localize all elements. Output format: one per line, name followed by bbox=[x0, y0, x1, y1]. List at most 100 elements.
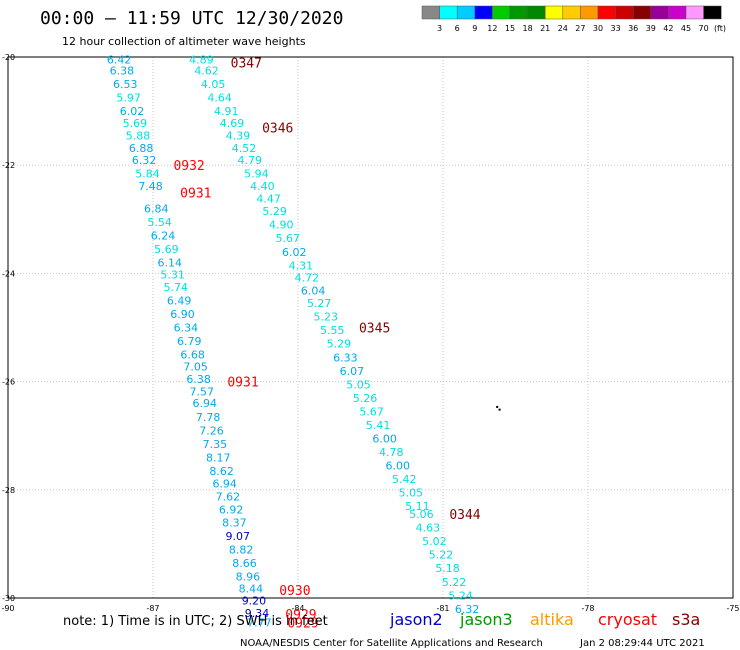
colorbar-swatch bbox=[509, 5, 528, 20]
wave-height-label: 6.07 bbox=[340, 365, 365, 378]
wave-height-label: 4.40 bbox=[250, 180, 275, 193]
wave-height-label: 6.24 bbox=[151, 230, 176, 243]
wave-height-label: 5.26 bbox=[353, 392, 378, 405]
wave-height-label: 6.04 bbox=[301, 285, 326, 298]
wave-height-label: 6.34 bbox=[174, 322, 199, 335]
colorbar-swatch bbox=[474, 5, 493, 20]
wave-height-label: 8.82 bbox=[229, 543, 254, 556]
x-tick-label: -90 bbox=[1, 604, 14, 613]
wave-height-label: 5.18 bbox=[435, 562, 460, 575]
wave-height-label: 6.68 bbox=[180, 349, 205, 362]
wave-height-label: 6.14 bbox=[157, 257, 182, 270]
wave-height-label: 5.22 bbox=[429, 549, 454, 562]
wave-height-label: 5.05 bbox=[346, 378, 371, 391]
pass-time-label: 0345 bbox=[359, 322, 390, 337]
wave-height-label: 5.41 bbox=[366, 419, 391, 432]
footer-timestamp: Jan 2 08:29:44 UTC 2021 bbox=[579, 638, 705, 649]
satellite-legend-item: altika bbox=[530, 610, 574, 629]
wave-height-label: 5.84 bbox=[135, 167, 160, 180]
wave-height-label: 6.33 bbox=[333, 351, 358, 364]
wave-height-label: 6.92 bbox=[219, 503, 244, 516]
wave-height-label: 4.31 bbox=[289, 259, 314, 272]
wave-height-label: 5.69 bbox=[154, 243, 179, 256]
pass-time-label: 0346 bbox=[262, 121, 293, 136]
wave-height-label: 7.26 bbox=[199, 424, 224, 437]
wave-height-label: 6.38 bbox=[186, 373, 211, 386]
colorbar-label: 27 bbox=[575, 24, 585, 33]
colorbar-label: 33 bbox=[611, 24, 621, 33]
wave-height-label: 5.05 bbox=[399, 487, 424, 500]
wave-height-label: 5.54 bbox=[147, 216, 172, 229]
colorbar-label: 39 bbox=[646, 24, 656, 33]
wave-height-label: 4.52 bbox=[232, 142, 257, 155]
wave-height-label: 8.96 bbox=[236, 570, 261, 583]
colorbar-swatch bbox=[668, 5, 687, 20]
pass-time-label: 0931 bbox=[227, 376, 258, 391]
colorbar-label: 24 bbox=[558, 24, 568, 33]
y-tick-label: -22 bbox=[2, 161, 15, 170]
wave-height-label: 7.77 bbox=[247, 616, 272, 629]
wave-height-label: 5.69 bbox=[123, 117, 148, 130]
wave-height-label: 4.64 bbox=[207, 92, 232, 105]
wave-height-label: 4.69 bbox=[220, 117, 245, 130]
wave-height-label: 6.94 bbox=[192, 397, 217, 410]
wave-height-label: 4.72 bbox=[295, 272, 320, 285]
wave-height-label: 6.94 bbox=[212, 477, 237, 490]
satellite-legend-item: s3a bbox=[672, 610, 700, 629]
wave-height-label: 5.94 bbox=[244, 167, 269, 180]
colorbar-label: 42 bbox=[663, 24, 673, 33]
wave-height-label: 4.39 bbox=[226, 129, 251, 142]
wave-height-label: 8.66 bbox=[232, 557, 257, 570]
wave-height-label: 4.90 bbox=[269, 219, 294, 232]
y-tick-label: -28 bbox=[2, 486, 15, 495]
satellite-legend-item: jason3 bbox=[459, 610, 513, 629]
pass-time-label: 0930 bbox=[279, 584, 310, 599]
wave-height-label: 6.79 bbox=[177, 335, 202, 348]
pass-time-label: 0932 bbox=[173, 159, 204, 174]
wave-height-label: 5.24 bbox=[448, 589, 473, 602]
colorbar-swatch bbox=[456, 5, 476, 20]
wave-height-label: 5.29 bbox=[262, 205, 287, 218]
wave-height-label: 6.42 bbox=[107, 54, 132, 67]
colorbar-label: 6 bbox=[455, 24, 460, 33]
x-tick-label: -81 bbox=[436, 604, 449, 613]
colorbar-swatch bbox=[597, 5, 616, 20]
wave-height-label: 6.38 bbox=[110, 65, 135, 78]
colorbar-unit: (ft) bbox=[714, 24, 726, 33]
colorbar-swatch bbox=[544, 5, 564, 20]
satellite-legend-item: cryosat bbox=[598, 610, 657, 629]
wave-height-label: 5.55 bbox=[320, 324, 345, 337]
plot-frame bbox=[7, 56, 734, 599]
footer-note: note: 1) Time is in UTC; 2) SWH is in fe… bbox=[63, 614, 328, 629]
colorbar-label: 15 bbox=[505, 24, 515, 33]
wave-height-label: 7.62 bbox=[216, 490, 241, 503]
wave-height-label: 6.84 bbox=[144, 202, 169, 215]
wave-height-label: 6.53 bbox=[113, 78, 138, 91]
colorbar-swatch bbox=[527, 5, 546, 20]
wave-height-label: 5.67 bbox=[276, 232, 301, 245]
wave-height-label: 6.00 bbox=[372, 432, 397, 445]
wave-height-label: 5.06 bbox=[409, 508, 434, 521]
wave-height-label: 6.32 bbox=[132, 154, 157, 167]
wave-height-label: 5.23 bbox=[313, 311, 338, 324]
pass-time-label: 0344 bbox=[449, 508, 480, 523]
wave-height-label: 4.63 bbox=[416, 522, 441, 535]
y-tick-label: -26 bbox=[2, 378, 15, 387]
chart-title: 00:00 – 11:59 UTC 12/30/2020 bbox=[40, 8, 343, 29]
wave-height-label: 5.42 bbox=[392, 473, 417, 486]
colorbar-swatch bbox=[703, 5, 722, 20]
wave-height-label: 5.29 bbox=[327, 338, 352, 351]
wave-height-label: 8.37 bbox=[222, 516, 247, 529]
footer-credit: NOAA/NESDIS Center for Satellite Applica… bbox=[240, 638, 543, 649]
colorbar-swatch bbox=[685, 5, 704, 20]
wave-height-label: 5.67 bbox=[359, 405, 384, 418]
colorbar-label: 18 bbox=[523, 24, 533, 33]
wave-height-label: 8.62 bbox=[209, 465, 234, 478]
colorbar-swatch bbox=[421, 5, 440, 20]
wave-height-label: 7.35 bbox=[203, 438, 228, 451]
wave-height-label: 6.90 bbox=[170, 308, 195, 321]
wave-height-label: 4.78 bbox=[379, 446, 404, 459]
satellite-legend: jason2 jason3 altika cryosat s3a bbox=[389, 610, 700, 629]
x-tick-label: -84 bbox=[291, 604, 304, 613]
wave-height-label: 4.62 bbox=[194, 65, 219, 78]
